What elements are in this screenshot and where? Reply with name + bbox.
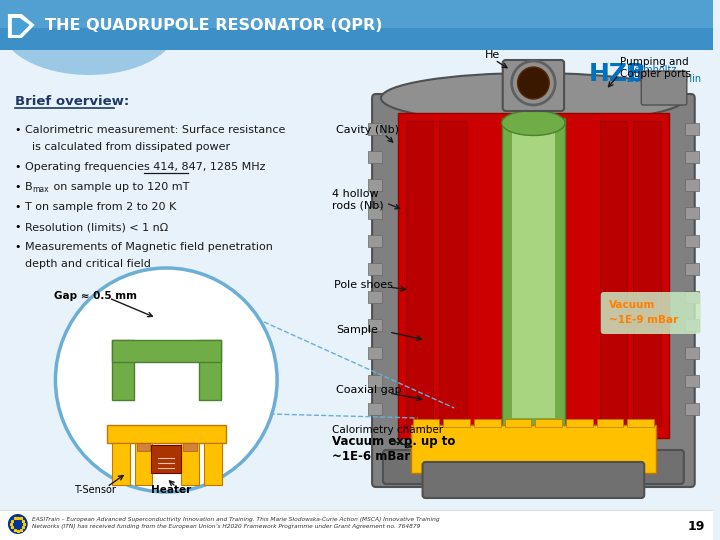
FancyBboxPatch shape (600, 292, 701, 334)
Text: •: • (15, 125, 22, 135)
FancyBboxPatch shape (685, 235, 698, 247)
FancyBboxPatch shape (685, 319, 698, 331)
Text: Networks (ITN) has received funding from the European Union’s H2020 Framework Pr: Networks (ITN) has received funding from… (32, 524, 420, 529)
FancyBboxPatch shape (368, 263, 382, 275)
FancyBboxPatch shape (685, 263, 698, 275)
Text: Vacuum exp. up to: Vacuum exp. up to (331, 435, 455, 449)
FancyBboxPatch shape (107, 425, 225, 443)
Text: Zentrum Berlin: Zentrum Berlin (627, 74, 701, 84)
Text: •: • (15, 202, 22, 212)
Text: Helmholtz: Helmholtz (627, 65, 677, 75)
FancyBboxPatch shape (685, 151, 698, 163)
FancyBboxPatch shape (137, 443, 150, 451)
Text: 19: 19 (687, 519, 705, 532)
FancyBboxPatch shape (112, 443, 130, 485)
FancyBboxPatch shape (502, 118, 565, 433)
FancyBboxPatch shape (135, 443, 153, 485)
FancyBboxPatch shape (0, 0, 713, 50)
Ellipse shape (0, 0, 178, 75)
Text: is calculated from dissipated power: is calculated from dissipated power (24, 142, 230, 152)
Text: Calorimetry chamber: Calorimetry chamber (331, 425, 443, 435)
FancyBboxPatch shape (368, 291, 382, 303)
FancyBboxPatch shape (597, 419, 624, 427)
FancyBboxPatch shape (406, 121, 433, 426)
Text: depth and critical field: depth and critical field (24, 259, 150, 269)
FancyBboxPatch shape (536, 419, 562, 427)
Text: EASITrain – European Advanced Superconductivity Innovation and Training. This Ma: EASITrain – European Advanced Supercondu… (32, 517, 439, 522)
Text: B: B (24, 182, 32, 192)
FancyBboxPatch shape (685, 375, 698, 387)
FancyBboxPatch shape (0, 0, 713, 28)
FancyBboxPatch shape (566, 419, 593, 427)
FancyBboxPatch shape (505, 419, 531, 427)
FancyBboxPatch shape (474, 419, 500, 427)
FancyBboxPatch shape (685, 123, 698, 135)
Text: HZB: HZB (589, 62, 647, 86)
Text: Gap ≈ 0.5 mm: Gap ≈ 0.5 mm (55, 291, 138, 301)
FancyBboxPatch shape (503, 60, 564, 111)
Circle shape (518, 67, 549, 99)
Text: Pole shoes: Pole shoes (335, 280, 393, 290)
FancyBboxPatch shape (183, 443, 197, 451)
FancyBboxPatch shape (112, 340, 221, 362)
Text: Pumping and
Coupler ports: Pumping and Coupler ports (621, 57, 691, 79)
FancyBboxPatch shape (368, 347, 382, 359)
FancyBboxPatch shape (368, 403, 382, 415)
Text: 4 hollow
rods (Nb): 4 hollow rods (Nb) (331, 189, 383, 211)
FancyBboxPatch shape (0, 510, 713, 540)
FancyBboxPatch shape (398, 113, 669, 438)
Text: Calorimetric measurement: Surface resistance: Calorimetric measurement: Surface resist… (24, 125, 285, 135)
Text: T-Sensor: T-Sensor (74, 485, 116, 495)
Text: Heater: Heater (151, 485, 192, 495)
Text: •: • (15, 222, 22, 232)
Text: Sample: Sample (336, 325, 378, 335)
FancyBboxPatch shape (413, 419, 439, 427)
Text: max: max (32, 185, 49, 194)
FancyBboxPatch shape (199, 340, 221, 400)
FancyBboxPatch shape (368, 123, 382, 135)
FancyBboxPatch shape (642, 71, 687, 105)
FancyBboxPatch shape (685, 207, 698, 219)
Text: Resolution (limits) < 1 nΩ: Resolution (limits) < 1 nΩ (24, 222, 168, 232)
Text: Coaxial gap: Coaxial gap (336, 385, 402, 395)
Text: •: • (15, 162, 22, 172)
Text: Vacuum: Vacuum (608, 300, 655, 310)
FancyBboxPatch shape (512, 133, 555, 418)
FancyBboxPatch shape (685, 403, 698, 415)
FancyBboxPatch shape (368, 235, 382, 247)
FancyBboxPatch shape (685, 291, 698, 303)
Text: Measurements of Magnetic field penetration: Measurements of Magnetic field penetrati… (24, 242, 273, 252)
FancyBboxPatch shape (685, 347, 698, 359)
FancyBboxPatch shape (383, 450, 684, 484)
Ellipse shape (502, 111, 565, 136)
FancyBboxPatch shape (368, 319, 382, 331)
Text: ~1E-6 mBar: ~1E-6 mBar (331, 449, 410, 462)
Text: •: • (15, 242, 22, 252)
FancyBboxPatch shape (685, 179, 698, 191)
FancyBboxPatch shape (444, 419, 470, 427)
FancyBboxPatch shape (368, 207, 382, 219)
FancyBboxPatch shape (410, 425, 656, 473)
FancyBboxPatch shape (368, 151, 382, 163)
FancyBboxPatch shape (204, 443, 222, 485)
Circle shape (55, 268, 277, 492)
Text: T on sample from 2 to 20 K: T on sample from 2 to 20 K (24, 202, 176, 212)
FancyBboxPatch shape (439, 121, 467, 426)
FancyBboxPatch shape (112, 340, 134, 400)
Text: Brief overview:: Brief overview: (15, 95, 129, 108)
Text: •: • (15, 182, 22, 192)
FancyBboxPatch shape (423, 462, 644, 498)
Text: on sample up to 120 mT: on sample up to 120 mT (50, 182, 190, 192)
FancyBboxPatch shape (368, 375, 382, 387)
FancyBboxPatch shape (368, 179, 382, 191)
FancyBboxPatch shape (181, 443, 199, 485)
Text: THE QUADRUPOLE RESONATOR (QPR): THE QUADRUPOLE RESONATOR (QPR) (45, 18, 382, 33)
Ellipse shape (381, 73, 686, 123)
Text: ~1E-9 mBar: ~1E-9 mBar (608, 315, 678, 325)
Ellipse shape (0, 0, 109, 45)
Polygon shape (8, 14, 35, 38)
Text: Operating frequencies 414, 847, 1285 MHz: Operating frequencies 414, 847, 1285 MHz (24, 162, 265, 172)
FancyBboxPatch shape (600, 121, 627, 426)
Text: Cavity (Nb): Cavity (Nb) (336, 125, 400, 135)
